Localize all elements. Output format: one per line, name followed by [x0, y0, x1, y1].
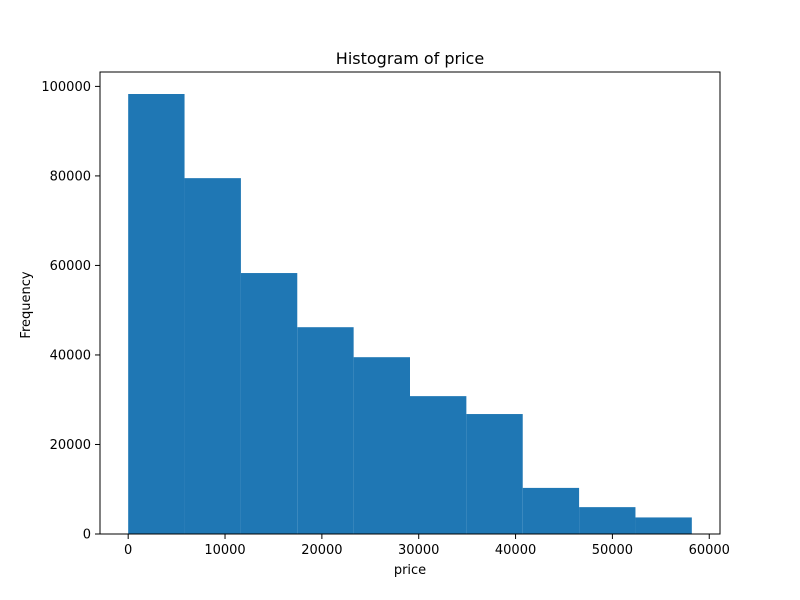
x-tick-label: 60000: [689, 543, 730, 558]
y-tick-label: 100000: [41, 80, 91, 95]
x-tick-label: 30000: [398, 543, 439, 558]
histogram-bar: [240, 273, 298, 534]
histogram-bar: [522, 487, 580, 534]
y-axis-label: Frequency: [19, 271, 34, 338]
chart-title: Histogram of price: [336, 49, 484, 68]
y-axis-ticks: 0 20000 40000 60000 80000 100000: [41, 80, 100, 543]
y-tick-label: 80000: [50, 169, 91, 184]
x-tick-label: 40000: [495, 543, 536, 558]
x-tick-label: 20000: [301, 543, 342, 558]
histogram-bar: [635, 517, 692, 534]
histogram-bar: [184, 178, 241, 534]
y-tick-label: 60000: [50, 259, 91, 274]
histogram-bar: [466, 414, 523, 534]
histogram-bar: [353, 357, 410, 534]
histogram-bar: [410, 396, 467, 534]
histogram-bar: [128, 94, 185, 534]
y-tick-label: 20000: [50, 438, 91, 453]
y-tick-label: 40000: [50, 348, 91, 363]
x-axis-ticks: 0 10000 20000 30000 40000 50000 60000: [124, 534, 730, 558]
x-tick-label: 10000: [204, 543, 245, 558]
x-axis-label: price: [394, 563, 426, 578]
y-tick-label: 0: [83, 528, 91, 543]
x-tick-label: 0: [124, 543, 132, 558]
histogram-bar: [579, 507, 636, 534]
bars-group: [128, 94, 692, 534]
x-tick-label: 50000: [592, 543, 633, 558]
histogram-bar: [297, 327, 354, 534]
plot-frame: [99, 71, 721, 535]
